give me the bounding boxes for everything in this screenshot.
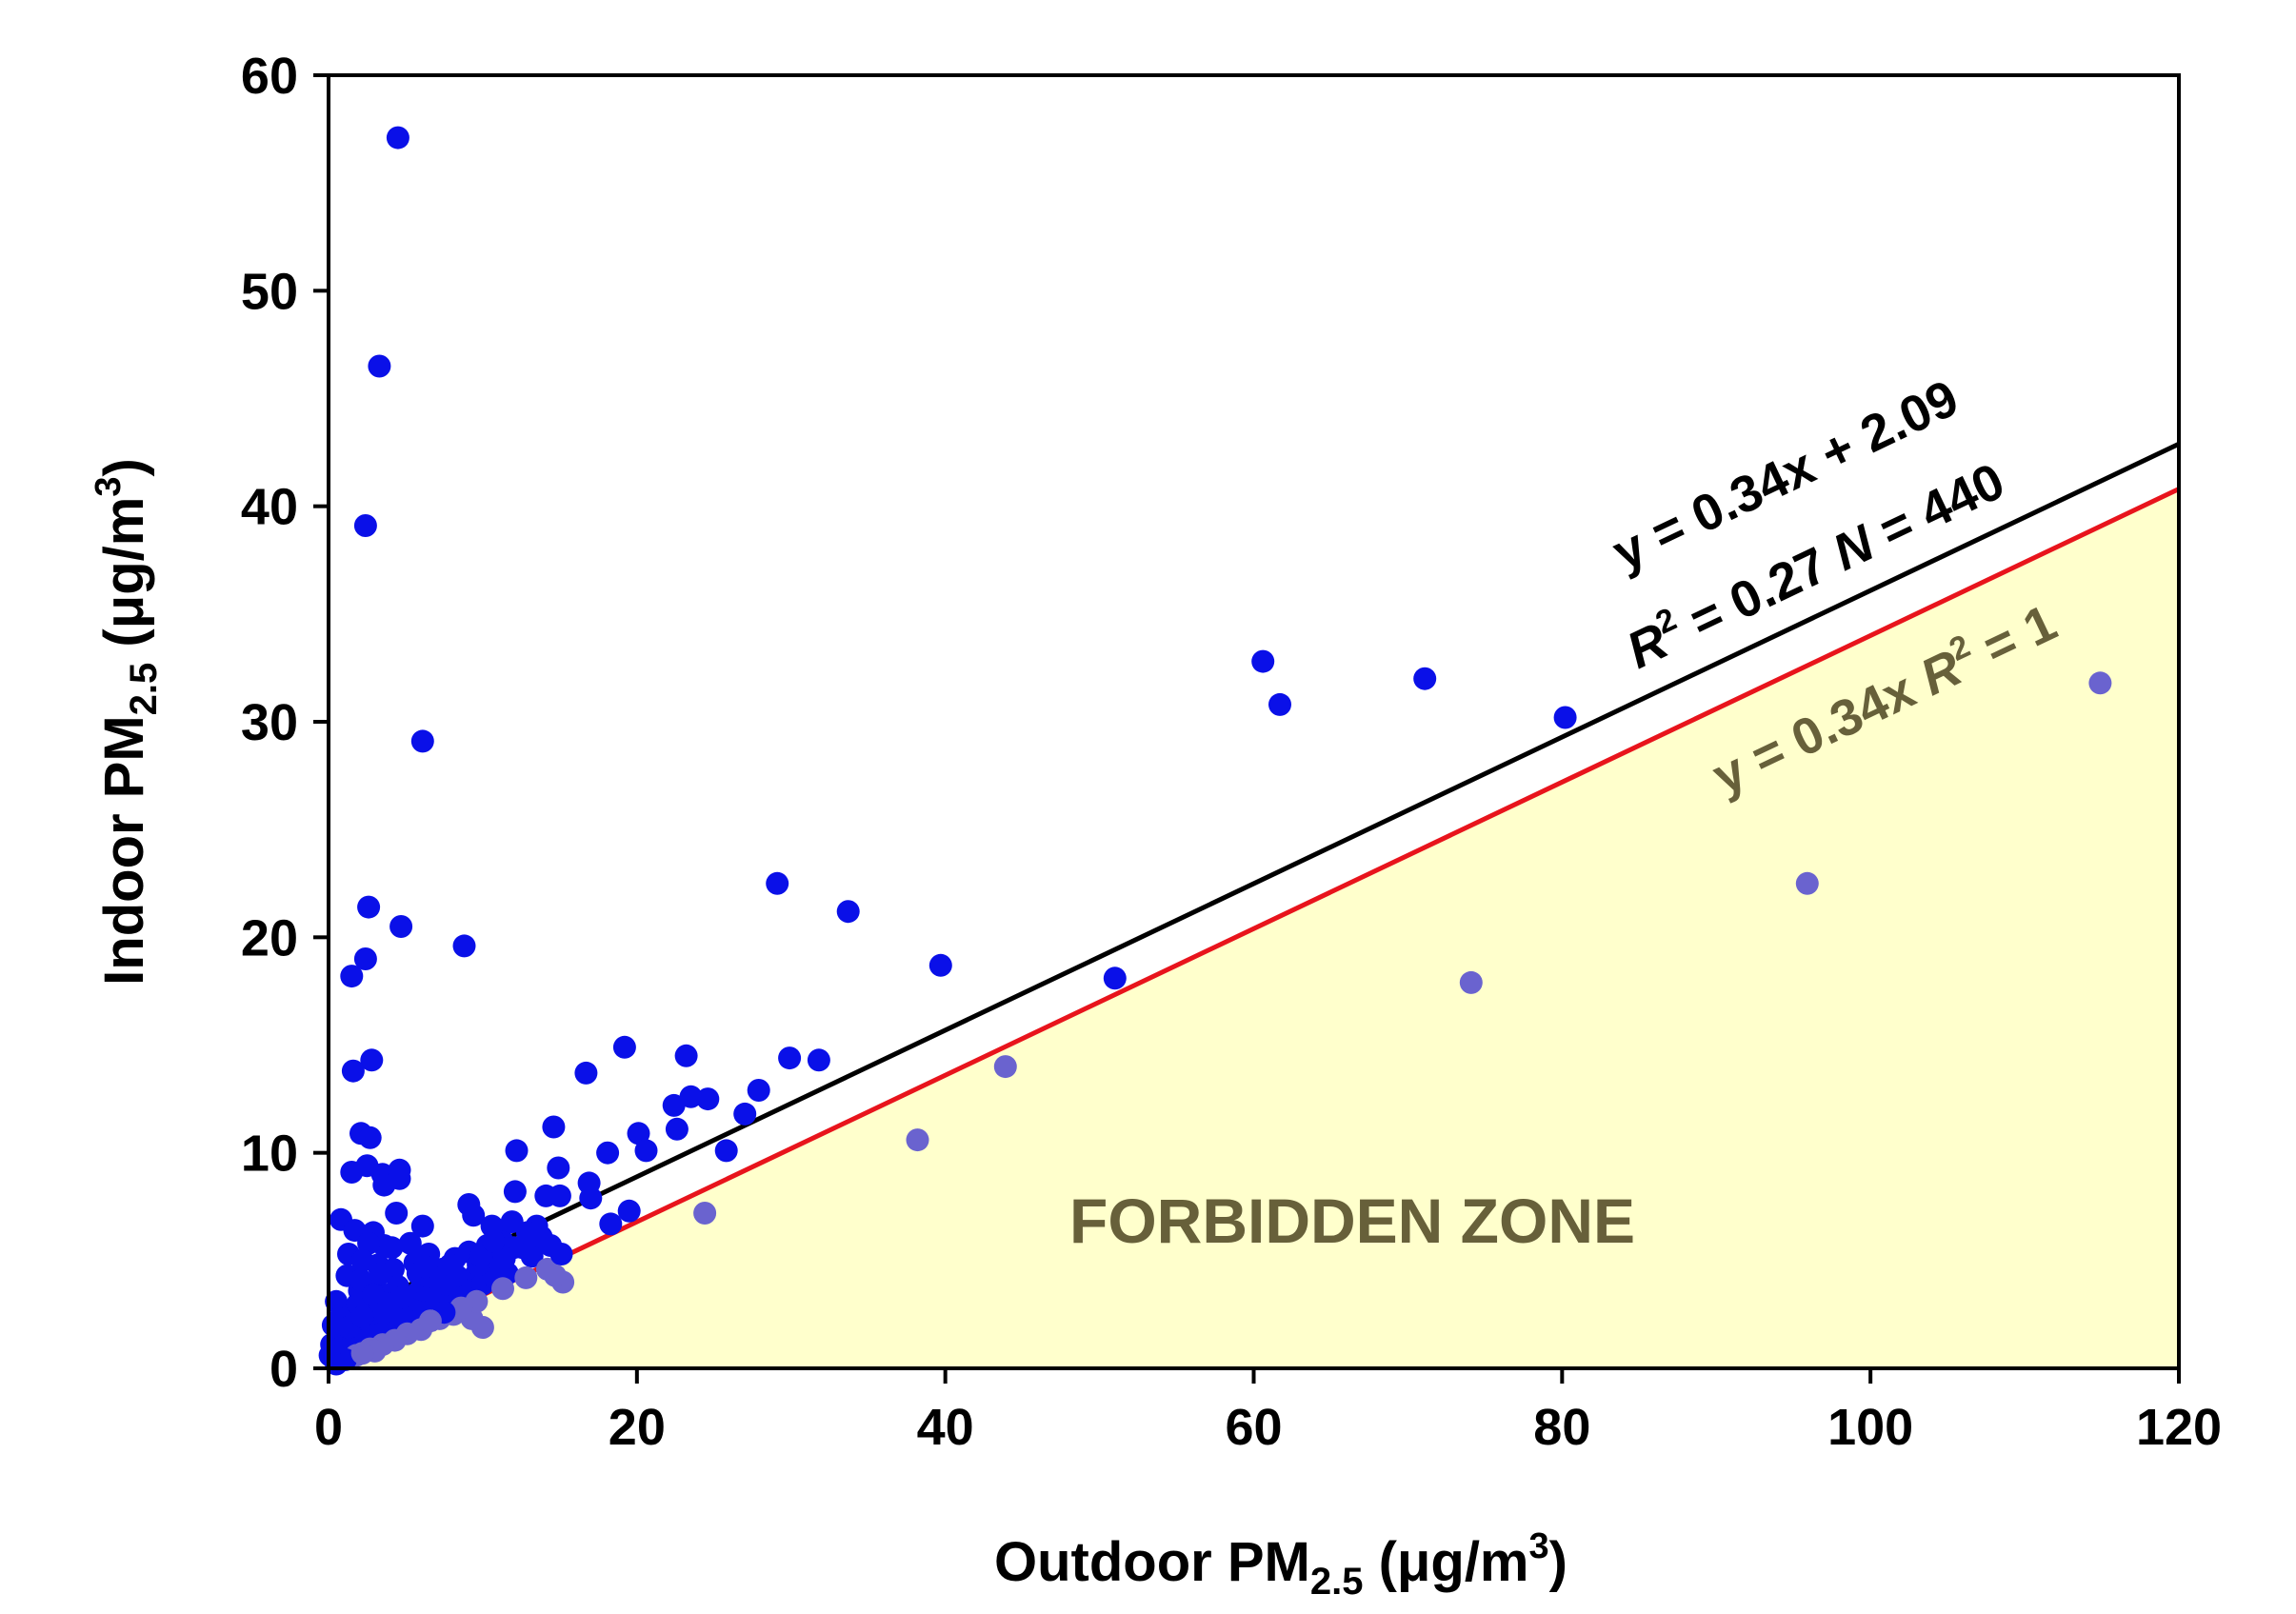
data-point — [542, 1115, 566, 1139]
data-point — [1795, 871, 1819, 895]
data-point — [482, 1229, 506, 1253]
data-point — [2088, 671, 2112, 695]
data-point — [438, 1253, 462, 1277]
y-tick-label: 20 — [241, 909, 298, 966]
data-point — [350, 1305, 374, 1328]
data-point — [349, 1268, 372, 1292]
data-point — [410, 1214, 434, 1238]
data-point — [390, 1285, 414, 1309]
regression-line — [327, 441, 2181, 1325]
data-point — [1459, 970, 1483, 994]
data-point — [693, 1202, 717, 1225]
y-tick-label: 10 — [241, 1126, 298, 1183]
y-tick-label: 50 — [241, 263, 298, 320]
data-point — [548, 1184, 571, 1207]
x-tick-label: 100 — [1827, 1399, 1913, 1456]
y-tick-label: 60 — [241, 48, 298, 105]
data-point — [634, 1139, 658, 1163]
data-point — [596, 1141, 620, 1165]
data-point — [503, 1180, 527, 1204]
y-axis-title: Indoor PM2.5 (μg/m3) — [89, 458, 165, 986]
data-point — [747, 1079, 770, 1102]
data-point — [380, 1236, 404, 1260]
data-point — [357, 1231, 381, 1255]
data-point — [492, 1246, 516, 1270]
data-point — [1413, 667, 1437, 690]
data-point — [360, 1048, 384, 1072]
x-axis-title: Outdoor PM2.5 (μg/m3) — [994, 1526, 1567, 1603]
data-point — [544, 1264, 567, 1287]
data-point — [579, 1186, 603, 1210]
forbidden-boundary-line — [327, 487, 2181, 1371]
data-point — [679, 1085, 703, 1108]
data-point — [665, 1117, 689, 1141]
data-point — [836, 900, 860, 924]
data-point — [993, 1055, 1017, 1079]
data-point — [414, 1255, 437, 1279]
data-point — [340, 1161, 364, 1184]
data-point — [574, 1061, 598, 1085]
data-point — [547, 1156, 570, 1180]
data-point — [714, 1139, 738, 1163]
y-tick-label: 30 — [241, 694, 298, 751]
data-point — [358, 1126, 382, 1149]
data-point — [388, 1166, 411, 1190]
data-point — [906, 1128, 929, 1152]
data-point — [357, 895, 381, 919]
data-point — [418, 1309, 442, 1333]
data-point — [1553, 706, 1577, 729]
data-point — [696, 1087, 720, 1111]
data-point — [778, 1046, 802, 1070]
data-point — [674, 1044, 698, 1067]
x-tick-label: 80 — [1533, 1399, 1590, 1456]
data-point — [928, 953, 952, 977]
data-point — [627, 1122, 650, 1146]
data-point — [389, 915, 413, 938]
forbidden-zone-label: FORBIDDEN ZONE — [1069, 1186, 1635, 1256]
y-tick-label: 40 — [241, 479, 298, 536]
x-tick-label: 60 — [1225, 1399, 1282, 1456]
data-point — [1251, 649, 1275, 673]
data-point — [350, 1342, 374, 1365]
data-point — [617, 1199, 641, 1223]
data-point — [733, 1102, 757, 1126]
data-point — [514, 1265, 538, 1289]
data-point — [505, 1139, 529, 1163]
data-point — [340, 965, 364, 988]
data-point — [386, 126, 409, 149]
data-point — [612, 1035, 636, 1059]
data-point — [368, 354, 391, 378]
data-point — [452, 934, 476, 958]
x-tick-label: 40 — [917, 1399, 974, 1456]
data-point — [766, 871, 789, 895]
x-tick-label: 120 — [2136, 1399, 2222, 1456]
data-point — [539, 1234, 563, 1257]
y-tick-label: 0 — [270, 1341, 298, 1398]
data-point — [662, 1093, 686, 1117]
data-point — [410, 729, 434, 753]
data-point — [353, 947, 377, 970]
x-tick-label: 20 — [609, 1399, 666, 1456]
data-point — [469, 1245, 493, 1268]
x-tick-label: 0 — [314, 1399, 343, 1456]
data-point — [353, 514, 377, 537]
data-point — [398, 1231, 422, 1255]
data-point — [457, 1193, 481, 1216]
n-value: = 440 — [1858, 452, 2013, 566]
data-point — [385, 1202, 409, 1225]
data-point — [341, 1059, 365, 1083]
data-point — [372, 1301, 396, 1325]
data-point — [599, 1212, 623, 1236]
data-point — [491, 1277, 514, 1301]
data-point — [807, 1048, 830, 1072]
data-point — [1103, 966, 1127, 990]
data-point — [369, 1262, 393, 1285]
data-point — [1268, 692, 1291, 716]
data-point — [515, 1221, 539, 1245]
